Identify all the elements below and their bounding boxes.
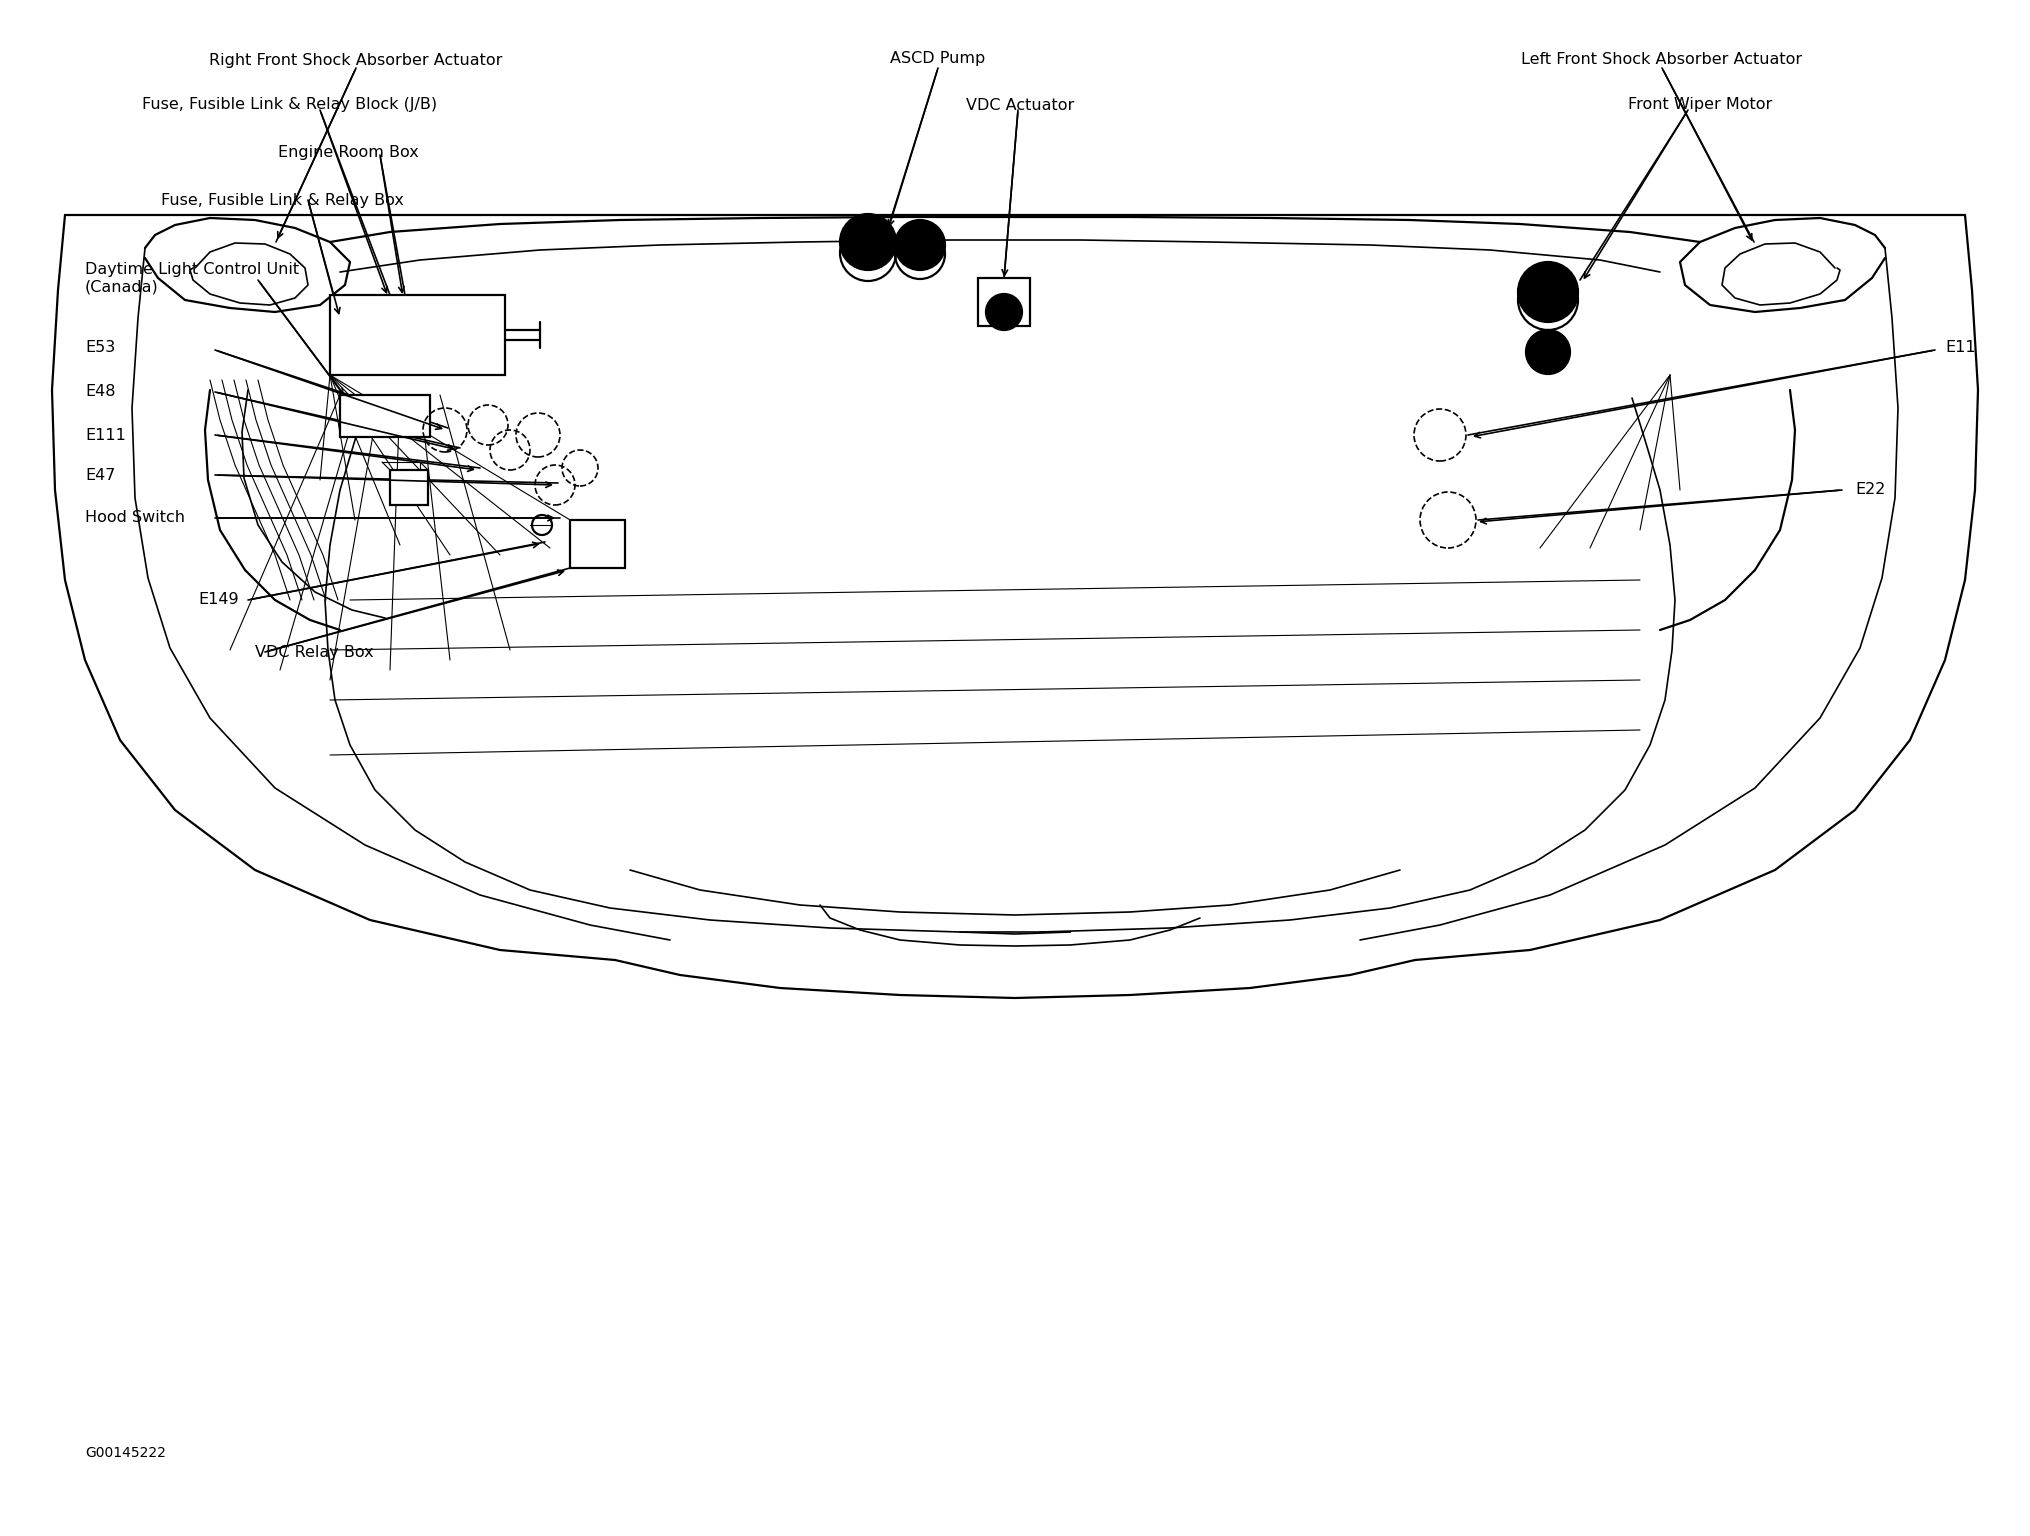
Circle shape — [1529, 272, 1567, 312]
Circle shape — [851, 224, 885, 260]
Text: E48: E48 — [85, 384, 116, 399]
Text: Front Wiper Motor: Front Wiper Motor — [1628, 97, 1772, 112]
Text: Daytime Light Control Unit
(Canada): Daytime Light Control Unit (Canada) — [85, 261, 298, 295]
Text: Fuse, Fusible Link & Relay Block (J/B): Fuse, Fusible Link & Relay Block (J/B) — [142, 97, 438, 112]
Text: ASCD Pump: ASCD Pump — [891, 51, 987, 66]
Text: Left Front Shock Absorber Actuator: Left Front Shock Absorber Actuator — [1520, 52, 1803, 68]
Bar — [331, 295, 505, 375]
Text: E47: E47 — [85, 467, 116, 482]
Text: E53: E53 — [85, 341, 116, 355]
Text: E111: E111 — [85, 427, 126, 442]
Text: Hood Switch: Hood Switch — [85, 510, 185, 525]
Circle shape — [895, 220, 946, 270]
Text: Fuse, Fusible Link & Relay Box: Fuse, Fusible Link & Relay Box — [160, 192, 404, 207]
Circle shape — [903, 229, 936, 261]
Circle shape — [987, 293, 1021, 330]
Circle shape — [1518, 263, 1577, 323]
Bar — [570, 521, 625, 568]
Text: E22: E22 — [1855, 482, 1886, 498]
Bar — [978, 278, 1029, 326]
Text: E11: E11 — [1945, 341, 1975, 355]
Circle shape — [995, 303, 1015, 323]
Text: VDC Actuator: VDC Actuator — [966, 97, 1074, 112]
Text: G00145222: G00145222 — [85, 1445, 166, 1461]
Text: Engine Room Box: Engine Room Box — [278, 144, 418, 160]
Bar — [339, 395, 430, 438]
Bar — [390, 470, 428, 505]
Text: E149: E149 — [199, 593, 240, 608]
Circle shape — [1537, 339, 1559, 364]
Circle shape — [840, 214, 895, 270]
Text: VDC Relay Box: VDC Relay Box — [256, 645, 374, 659]
Text: Right Front Shock Absorber Actuator: Right Front Shock Absorber Actuator — [209, 52, 503, 68]
Circle shape — [1527, 330, 1569, 373]
